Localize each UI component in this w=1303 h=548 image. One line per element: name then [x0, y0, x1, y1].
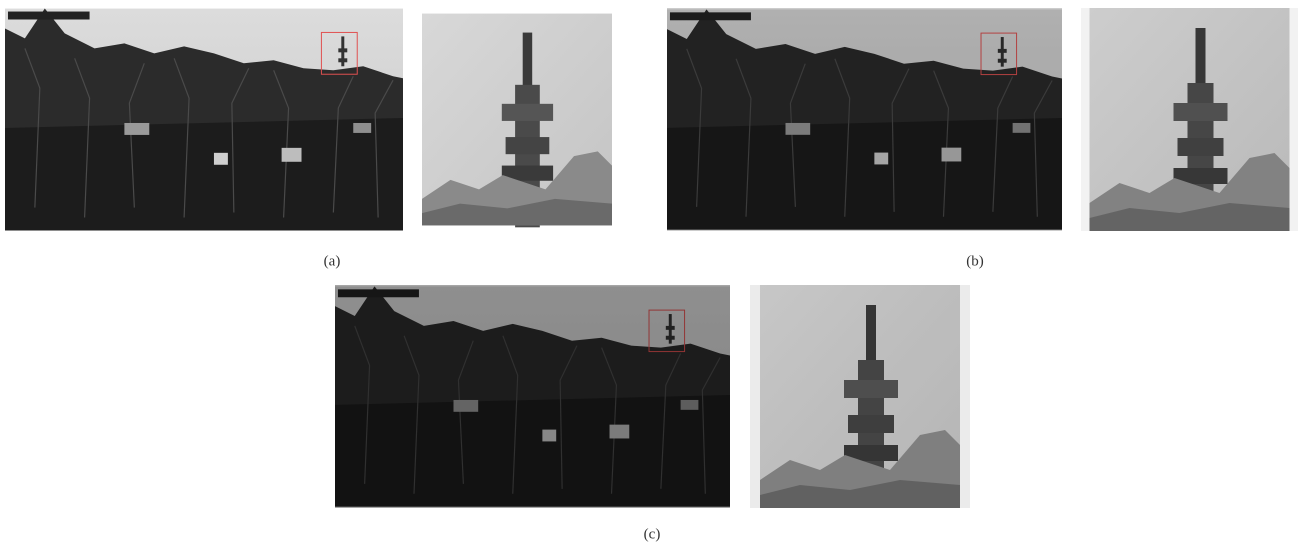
panel-label: (a) [324, 253, 341, 269]
photo-b-shade [667, 8, 1062, 231]
photo-c-shade [335, 285, 730, 508]
crop-b-shade [1081, 8, 1298, 231]
panel-label: (c) [644, 526, 661, 542]
figure: (a) (b) (c) [0, 0, 1303, 548]
crop-a [422, 14, 612, 228]
crop-c-shade [750, 285, 970, 508]
panel-label: (b) [966, 253, 984, 269]
photo-a [5, 9, 403, 231]
